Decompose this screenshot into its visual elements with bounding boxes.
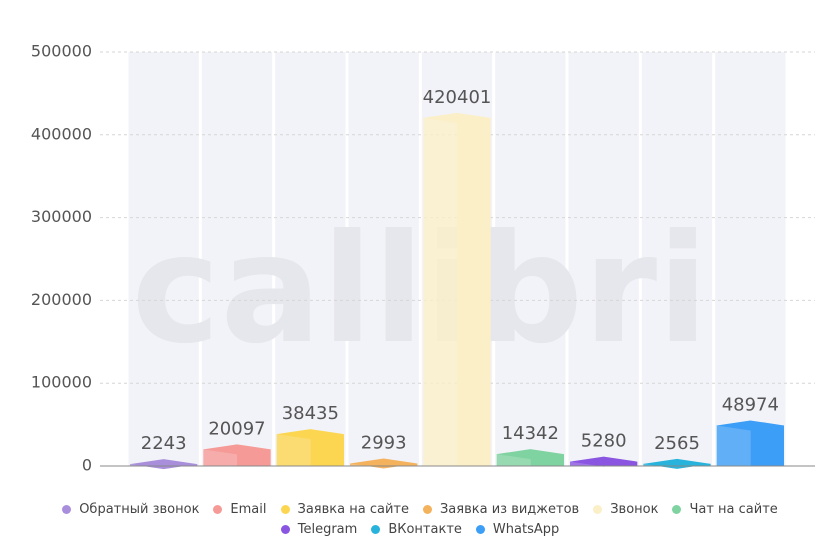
bar-left <box>276 434 311 466</box>
legend-label: Обратный звонок <box>79 501 200 517</box>
legend-item[interactable]: Заявка на сайте <box>280 500 409 518</box>
legend-label: Чат на сайте <box>689 501 778 517</box>
column-background <box>275 52 346 466</box>
column-background <box>495 52 566 466</box>
bar-left <box>496 454 531 466</box>
bar-right <box>457 117 491 467</box>
column-background <box>128 52 199 466</box>
legend-item[interactable]: WhatsApp <box>475 520 560 538</box>
legend-item[interactable]: Обратный звонок <box>62 500 199 518</box>
value-label: 420401 <box>423 87 492 108</box>
value-label: 2243 <box>141 433 187 454</box>
column-background <box>348 52 419 466</box>
legend-label: Звонок <box>610 501 659 517</box>
value-label: 14342 <box>502 423 559 444</box>
chart: callibri 0 100000 200000 300000 400000 500000… <box>31 42 815 475</box>
y-tick-label: 500000 <box>31 42 92 61</box>
bar-top <box>276 429 344 440</box>
bar-right <box>750 425 784 466</box>
value-label: 38435 <box>282 403 339 424</box>
y-tick-label: 0 <box>82 456 92 475</box>
column-background <box>568 52 639 466</box>
legend-label: Telegram <box>297 521 358 537</box>
legend-label: Email <box>230 501 267 517</box>
legend-dot <box>280 504 290 514</box>
legend-dot <box>593 504 603 514</box>
y-tick-label: 100000 <box>31 373 92 392</box>
column-background <box>715 52 786 466</box>
legend-label: Заявка на сайте <box>297 501 409 517</box>
bar-right <box>530 454 564 466</box>
watermark: callibri <box>131 203 708 377</box>
bar-top <box>716 420 784 431</box>
legend-dot <box>213 504 223 514</box>
bar-top <box>130 459 198 470</box>
legend-item[interactable]: Telegram <box>280 520 358 538</box>
legend-item[interactable]: Чат на сайте <box>672 500 778 518</box>
column-background <box>201 52 273 466</box>
bar-top <box>570 456 638 467</box>
bar-right <box>237 449 271 466</box>
legend-dot <box>475 524 485 534</box>
value-label: 5280 <box>581 431 627 452</box>
bar-top <box>496 449 564 460</box>
value-label: 2993 <box>361 433 407 454</box>
bar-top <box>203 444 271 455</box>
legend-item[interactable]: Email <box>213 500 267 518</box>
value-label: 48974 <box>722 394 779 415</box>
legend-dot <box>62 504 72 514</box>
legend-dot <box>280 524 290 534</box>
legend-dot <box>422 504 432 514</box>
y-tick-label: 200000 <box>31 290 92 309</box>
legend-item[interactable]: ВКонтакте <box>371 520 462 538</box>
bar-top <box>643 458 711 469</box>
legend-dot <box>672 504 682 514</box>
value-label: 20097 <box>208 418 265 439</box>
legend-dot <box>371 524 381 534</box>
value-label: 2565 <box>654 433 700 454</box>
column-background <box>641 52 713 466</box>
legend-item[interactable]: Заявка из виджетов <box>422 500 580 518</box>
bar-left <box>716 425 751 466</box>
bar-top <box>423 112 491 123</box>
bar-right <box>310 434 344 466</box>
legend-label: ВКонтакте <box>388 521 462 537</box>
bar-left <box>423 117 457 467</box>
legend-label: Заявка из виджетов <box>439 501 580 517</box>
legend-item[interactable]: Звонок <box>593 500 658 518</box>
legend-label: WhatsApp <box>492 521 560 537</box>
legend: Обратный звонок Email Заявка на сайте Заявк… <box>40 500 800 538</box>
y-tick-label: 400000 <box>31 124 92 143</box>
y-tick-label: 300000 <box>31 207 92 226</box>
bar-left <box>203 449 237 466</box>
